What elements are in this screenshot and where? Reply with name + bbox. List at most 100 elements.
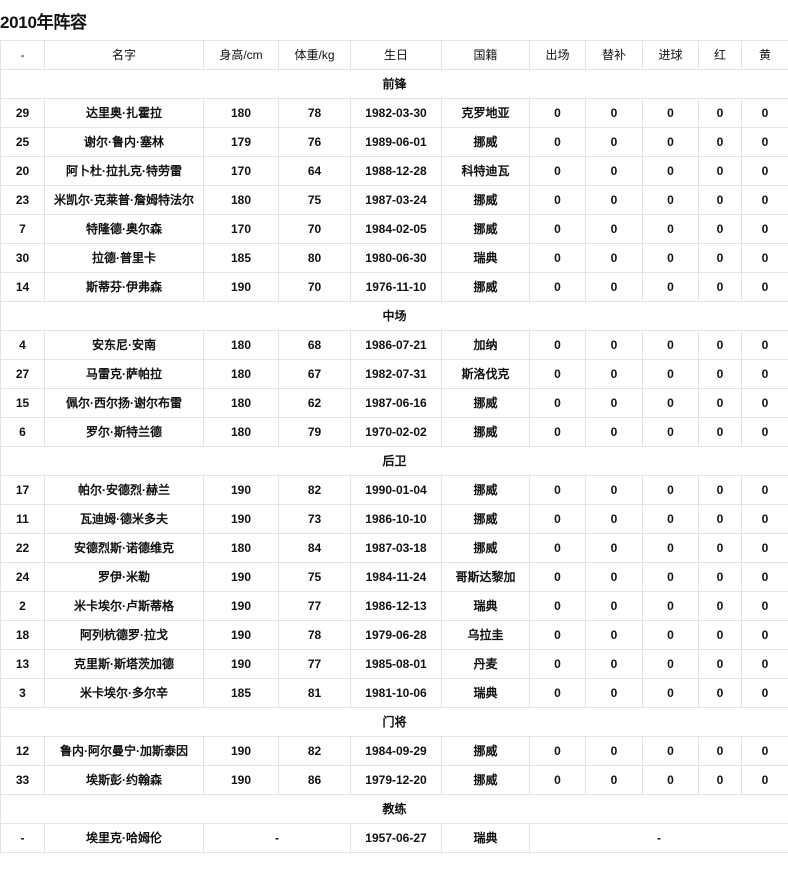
cell-weight: 62: [278, 388, 351, 418]
table-row: 12 鲁内·阿尔曼宁·加斯泰因 190 82 1984-09-29 挪威 0 0 0 0 0: [0, 736, 788, 766]
cell-appearances: 0: [529, 272, 586, 302]
cell-red-cards: 0: [698, 678, 742, 708]
cell-birthday: 1980-06-30: [350, 243, 442, 273]
cell-number: 30: [0, 243, 45, 273]
cell-red-cards: 0: [698, 272, 742, 302]
cell-appearances: 0: [529, 388, 586, 418]
cell-height: 180: [203, 533, 279, 563]
cell-birthday: 1987-06-16: [350, 388, 442, 418]
cell-weight: 70: [278, 272, 351, 302]
cell-name: 佩尔·西尔扬·谢尔布雷: [44, 388, 204, 418]
cell-number: -: [0, 823, 45, 853]
cell-yellow-cards: 0: [741, 649, 788, 679]
page-title: 2010年阵容: [0, 13, 87, 32]
cell-birthday: 1987-03-18: [350, 533, 442, 563]
cell-nationality: 挪威: [441, 388, 530, 418]
header-name: 名字: [44, 40, 204, 70]
cell-appearances: 0: [529, 417, 586, 447]
cell-height: 185: [203, 243, 279, 273]
cell-yellow-cards: 0: [741, 562, 788, 592]
cell-goals: 0: [642, 214, 699, 244]
cell-appearances: 0: [529, 475, 586, 505]
cell-number: 3: [0, 678, 45, 708]
cell-number: 11: [0, 504, 45, 534]
coach-row: - 埃里克·哈姆伦 -1957-06-27 瑞典 -: [0, 823, 788, 853]
cell-nationality: 乌拉圭: [441, 620, 530, 650]
cell-red-cards: 0: [698, 736, 742, 766]
cell-number: 20: [0, 156, 45, 186]
group-row: 后卫: [0, 446, 788, 476]
cell-weight: 77: [278, 649, 351, 679]
cell-number: 18: [0, 620, 45, 650]
squad-table: - 名字 身高/cm 体重/kg 生日 国籍 出场 替补 进球红黄 前锋 29 达里奥·扎霍拉 180…: [0, 40, 788, 853]
cell-nationality: 斯洛伐克: [441, 359, 530, 389]
cell-red-cards: 0: [698, 533, 742, 563]
cell-weight: 79: [278, 417, 351, 447]
cell-red-cards: 0: [698, 562, 742, 592]
header-number: -: [0, 40, 45, 70]
cell-weight: 86: [278, 765, 351, 795]
cell-birthday: 1976-11-10: [350, 272, 442, 302]
cell-substitutes: 0: [585, 156, 643, 186]
table-row: 13 克里斯·斯塔茨加德 190 77 1985-08-01 丹麦 0 0 0 0 0: [0, 649, 788, 679]
cell-birthday: 1982-03-30: [350, 98, 442, 128]
cell-height-weight: -: [203, 823, 351, 853]
table-row: 29 达里奥·扎霍拉 180 78 1982-03-30 克罗地亚 0 0 0 0 0: [0, 98, 788, 128]
group-label: 后卫: [0, 446, 788, 476]
cell-yellow-cards: 0: [741, 504, 788, 534]
cell-red-cards: 0: [698, 330, 742, 360]
cell-height: 180: [203, 98, 279, 128]
cell-appearances: 0: [529, 678, 586, 708]
cell-substitutes: 0: [585, 649, 643, 679]
cell-weight: 76: [278, 127, 351, 157]
cell-nationality: 瑞典: [441, 678, 530, 708]
table-row: 2 米卡埃尔·卢斯蒂格 190 77 1986-12-13 瑞典 0 0 0 0 0: [0, 591, 788, 621]
cell-name: 米卡埃尔·卢斯蒂格: [44, 591, 204, 621]
cell-name: 帕尔·安德烈·赫兰: [44, 475, 204, 505]
cell-red-cards: 0: [698, 243, 742, 273]
cell-number: 13: [0, 649, 45, 679]
cell-goals: 0: [642, 127, 699, 157]
cell-height: 190: [203, 736, 279, 766]
table-row: 23 米凯尔·克莱普·詹姆特法尔 180 75 1987-03-24 挪威 0 0 0 0 0: [0, 185, 788, 215]
cell-nationality: 克罗地亚: [441, 98, 530, 128]
cell-name: 拉德·普里卡: [44, 243, 204, 273]
cell-number: 29: [0, 98, 45, 128]
cell-height: 190: [203, 562, 279, 592]
cell-number: 17: [0, 475, 45, 505]
cell-appearances: 0: [529, 591, 586, 621]
cell-birthday: 1981-10-06: [350, 678, 442, 708]
cell-weight: 77: [278, 591, 351, 621]
table-row: 7 特隆德·奥尔森 170 70 1984-02-05 挪威 0 0 0 0 0: [0, 214, 788, 244]
cell-nationality: 加纳: [441, 330, 530, 360]
table-row: 6 罗尔·斯特兰德 180 79 1970-02-02 挪威 0 0 0 0 0: [0, 417, 788, 447]
cell-name: 阿列杭德罗·拉戈: [44, 620, 204, 650]
cell-weight: 78: [278, 98, 351, 128]
cell-birthday: 1957-06-27: [350, 823, 442, 853]
cell-number: 27: [0, 359, 45, 389]
cell-goals: 0: [642, 591, 699, 621]
cell-nationality: 挪威: [441, 272, 530, 302]
group-row: 前锋: [0, 69, 788, 99]
cell-nationality: 挪威: [441, 417, 530, 447]
cell-appearances: 0: [529, 330, 586, 360]
cell-substitutes: 0: [585, 765, 643, 795]
table-row: 22 安德烈斯·诺德维克 180 84 1987-03-18 挪威 0 0 0 0 0: [0, 533, 788, 563]
cell-appearances: 0: [529, 359, 586, 389]
cell-yellow-cards: 0: [741, 272, 788, 302]
cell-goals: 0: [642, 649, 699, 679]
cell-appearances: 0: [529, 214, 586, 244]
cell-name: 安德烈斯·诺德维克: [44, 533, 204, 563]
cell-birthday: 1979-12-20: [350, 765, 442, 795]
cell-weight: 68: [278, 330, 351, 360]
cell-yellow-cards: 0: [741, 736, 788, 766]
cell-height: 180: [203, 359, 279, 389]
cell-yellow-cards: 0: [741, 533, 788, 563]
group-row: 教练: [0, 794, 788, 824]
cell-number: 2: [0, 591, 45, 621]
cell-appearances: 0: [529, 765, 586, 795]
cell-weight: 70: [278, 214, 351, 244]
cell-height: 190: [203, 620, 279, 650]
cell-substitutes: 0: [585, 736, 643, 766]
cell-height: 190: [203, 272, 279, 302]
